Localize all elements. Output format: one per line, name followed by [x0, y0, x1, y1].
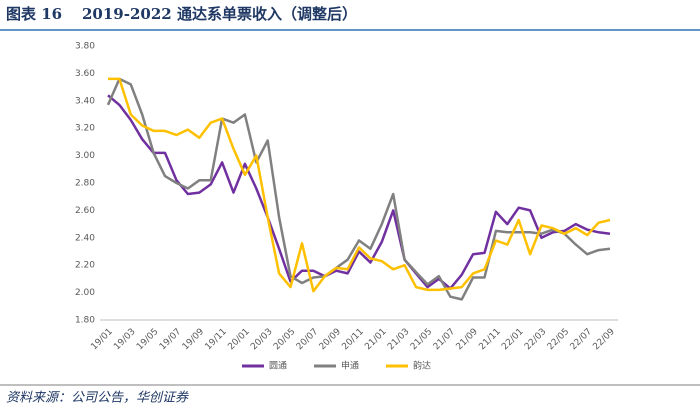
- y-tick-label: 3.00: [75, 151, 95, 161]
- legend-label: 申通: [341, 360, 359, 372]
- y-tick-label: 2.40: [75, 233, 95, 243]
- x-tick-label: 19/07: [158, 327, 183, 352]
- y-tick-label: 2.20: [75, 261, 95, 271]
- x-tick-label: 19/11: [204, 327, 229, 352]
- x-tick-label: 22/09: [591, 327, 617, 353]
- y-tick-label: 1.80: [75, 316, 95, 326]
- y-tick-label: 2.60: [75, 206, 95, 216]
- chart-label: 图表 16: [6, 5, 62, 23]
- y-tick-label: 2.80: [75, 179, 95, 189]
- x-tick-label: 20/11: [340, 327, 365, 352]
- y-tick-label: 3.60: [75, 69, 95, 79]
- x-tick-label: 22/03: [523, 327, 548, 352]
- x-tick-label: 19/09: [181, 327, 207, 353]
- x-tick-label: 20/09: [318, 327, 344, 353]
- x-tick-label: 20/03: [249, 327, 274, 352]
- x-tick-label: 21/09: [455, 327, 481, 353]
- legend-label: 韵达: [413, 360, 431, 372]
- y-tick-label: 3.40: [75, 96, 95, 106]
- y-tick-label: 3.80: [75, 42, 95, 52]
- x-tick-label: 22/07: [569, 327, 594, 352]
- x-tick-label: 22/05: [546, 327, 571, 352]
- chart-title: 2019-2022 通达系单票收入（调整后）: [82, 5, 357, 23]
- x-tick-label: 20/05: [272, 327, 297, 352]
- series-line: [106, 77, 611, 301]
- y-tick-label: 2.00: [75, 288, 95, 298]
- x-tick-label: 19/05: [135, 327, 160, 352]
- y-tick-label: 3.20: [75, 124, 95, 134]
- series-line: [108, 77, 611, 293]
- source: 资料来源：公司公告，华创证券: [6, 391, 189, 406]
- legend-label: 圆通: [269, 361, 287, 372]
- x-tick-label: 22/01: [500, 327, 525, 352]
- x-tick-label: 20/07: [295, 327, 320, 352]
- x-tick-label: 20/01: [226, 327, 251, 352]
- x-tick-label: 19/01: [89, 327, 114, 352]
- x-tick-label: 21/07: [432, 327, 457, 352]
- series-line: [107, 94, 611, 290]
- x-tick-label: 21/11: [477, 327, 502, 352]
- x-tick-label: 19/03: [112, 327, 137, 352]
- x-tick-label: 21/05: [409, 327, 434, 352]
- x-tick-label: 21/03: [386, 327, 411, 352]
- x-tick-label: 21/01: [363, 327, 388, 352]
